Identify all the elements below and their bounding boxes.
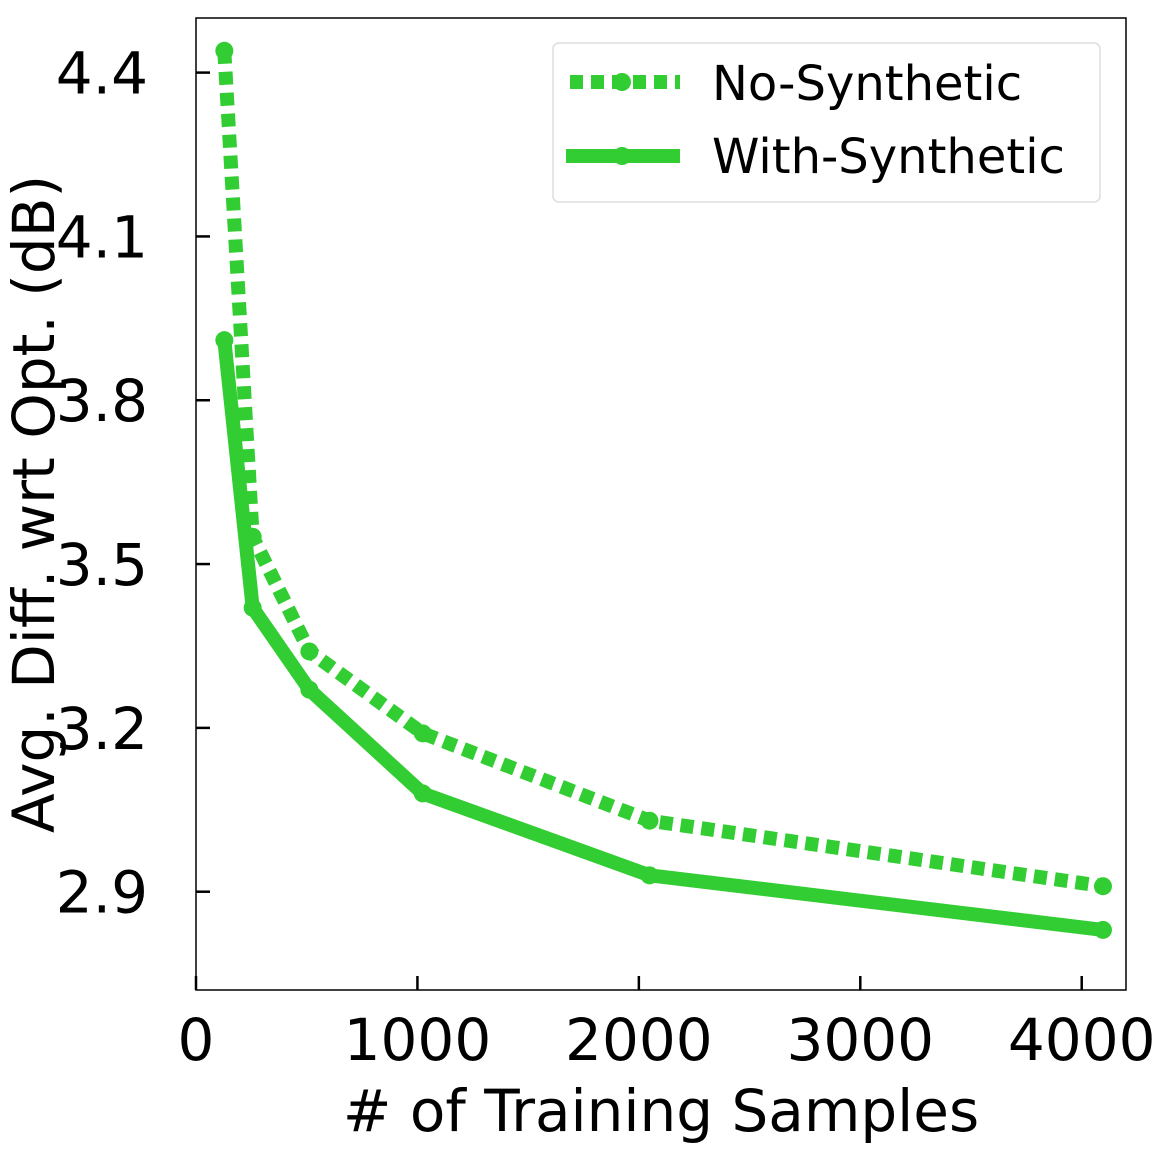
legend-label-no-synthetic: No-Synthetic [712, 56, 1022, 112]
x-tick-label: 1000 [344, 1006, 492, 1074]
series-line-with-synthetic [217, 339, 1104, 937]
data-point-no-synthetic [1093, 877, 1112, 896]
legend: No-Synthetic With-Synthetic [552, 42, 1101, 203]
x-tick-label: 0 [178, 1006, 215, 1074]
x-tick-label: 2000 [565, 1006, 713, 1074]
series-with-synthetic [215, 331, 1112, 939]
y-tick-label: 3.8 [56, 367, 148, 435]
data-point-with-synthetic [215, 331, 234, 350]
data-point-with-synthetic [300, 680, 319, 699]
legend-box [552, 42, 1101, 203]
y-axis: 2.9 3.2 3.5 3.8 4.1 4.4 [56, 40, 210, 927]
y-tick-label: 4.4 [56, 40, 148, 108]
legend-label-with-synthetic: With-Synthetic [712, 129, 1065, 185]
legend-marker-no-synthetic [613, 73, 631, 91]
y-tick-label: 2.9 [56, 859, 148, 927]
data-point-with-synthetic [413, 784, 432, 803]
data-point-with-synthetic [640, 866, 659, 885]
data-point-no-synthetic [640, 811, 659, 830]
y-tick-label: 3.2 [56, 695, 148, 763]
x-axis-title: # of Training Samples [343, 1077, 979, 1145]
data-point-with-synthetic [243, 598, 262, 617]
y-tick-label: 4.1 [56, 203, 148, 271]
legend-marker-with-synthetic [613, 147, 631, 165]
y-tick-label: 3.5 [56, 531, 148, 599]
y-axis-title: Avg. Diff. wrt Opt. (dB) [0, 175, 68, 833]
data-point-no-synthetic [413, 724, 432, 743]
series-layer [215, 41, 1112, 939]
data-point-no-synthetic [300, 642, 319, 661]
x-tick-label: 4000 [1008, 1006, 1152, 1074]
data-point-with-synthetic [1093, 920, 1112, 939]
data-point-no-synthetic [215, 41, 234, 60]
series-no-synthetic [215, 41, 1112, 896]
x-axis: 0 1000 2000 3000 4000 [178, 976, 1152, 1074]
x-tick-label: 3000 [786, 1006, 934, 1074]
series-line-no-synthetic [217, 50, 1105, 894]
